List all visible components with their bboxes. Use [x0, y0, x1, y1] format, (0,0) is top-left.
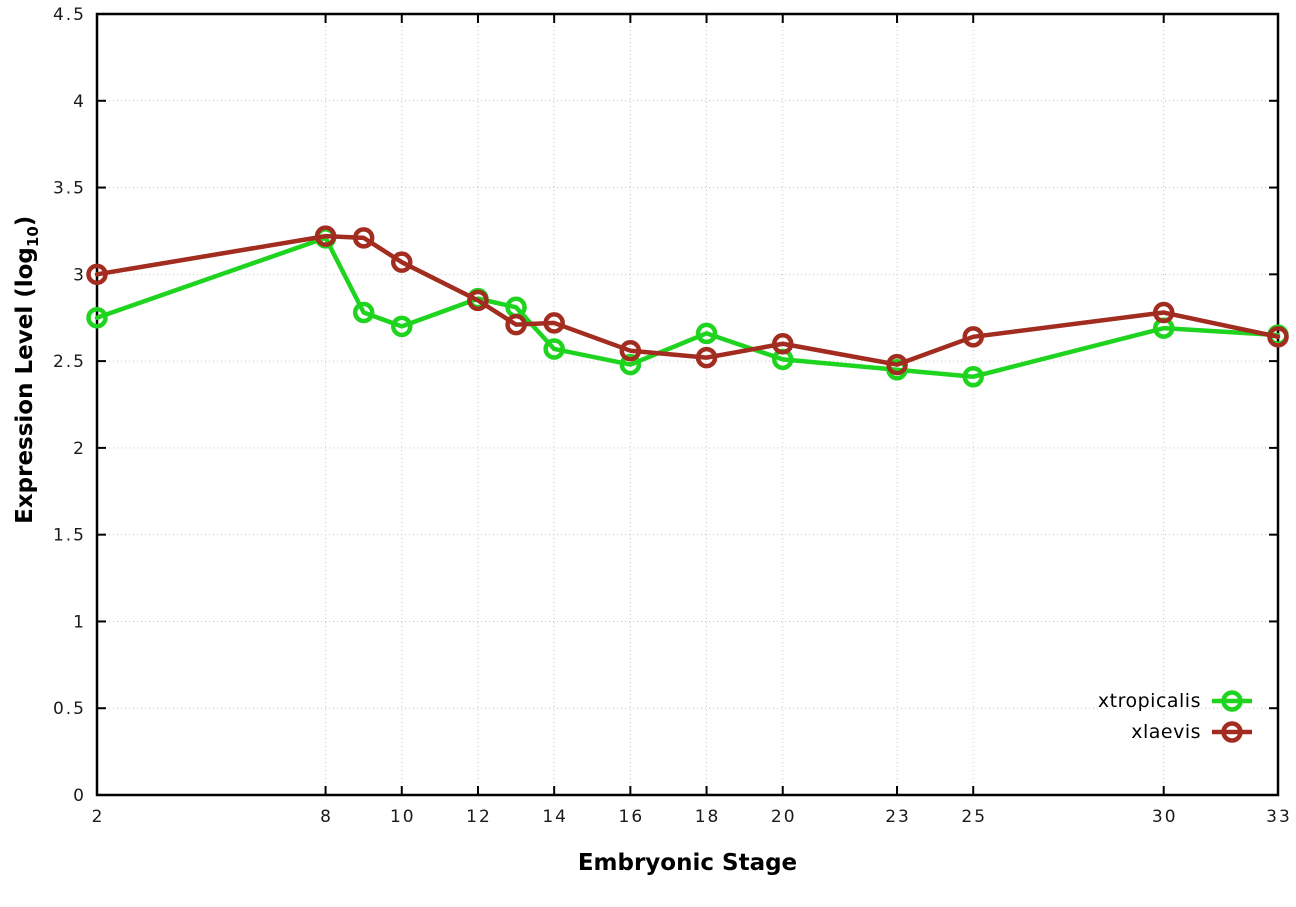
x-tick-label: 25: [961, 807, 987, 827]
legend-label-xlaevis: xlaevis: [1131, 720, 1201, 743]
x-tick-label: 30: [1152, 807, 1178, 827]
x-tick-label: 2: [92, 807, 105, 827]
data-point-xlaevis-stage-20: [771, 333, 794, 355]
tick-labels: 2 8 10 12 14 16 18 20 23 25 30 33 0 0.5 1 1.5 2 2.5 3 3.5 4 4…: [53, 5, 1292, 827]
y-tick-label: 4: [73, 92, 86, 112]
data-point-xtropicalis-stage-16: [619, 353, 642, 376]
series-xtropicalis: [86, 227, 1289, 388]
data-point-xtropicalis-stage-18: [695, 322, 718, 345]
legend-item-xlaevis: xlaevis: [1098, 717, 1253, 746]
data-point-xlaevis-stage-8: [314, 225, 337, 247]
legend-label-xtropicalis: xtropicalis: [1097, 689, 1201, 712]
y-tick-label: 3.5: [53, 179, 86, 199]
data-point-xlaevis-stage-12: [467, 289, 489, 312]
x-tick-label: 20: [771, 807, 797, 827]
plot-border: [95, 12, 1280, 797]
data-point-xlaevis-stage-23: [886, 353, 908, 376]
data-point-xlaevis-stage-13: [505, 313, 527, 336]
y-tick-label: 3: [73, 265, 86, 285]
data-point-xlaevis-stage-10: [391, 251, 413, 273]
y-tick-label: 1.5: [53, 526, 86, 546]
y-axis-title-text: Expression Level (log: [12, 247, 39, 524]
data-point-xtropicalis-stage-10: [391, 315, 413, 338]
data-point-xlaevis-stage-9: [352, 227, 375, 249]
y-tick-label: 0.5: [53, 699, 86, 719]
y-tick-label: 2.5: [53, 352, 86, 372]
x-tick-label: 14: [542, 807, 568, 827]
y-tick-label: 2: [73, 439, 86, 459]
x-tick-label: 12: [466, 807, 492, 827]
y-tick-label: 1: [73, 612, 86, 632]
x-tick-label: 23: [885, 807, 911, 827]
data-point-xlaevis-stage-2: [86, 263, 108, 286]
y-axis-title-subscript: 10: [23, 226, 42, 248]
data-point-xtropicalis-stage-2: [86, 306, 108, 329]
legend-item-xtropicalis: xtropicalis: [1098, 686, 1253, 715]
data-point-xlaevis-stage-30: [1152, 301, 1175, 324]
data-point-xtropicalis-stage-9: [352, 301, 375, 324]
y-tick-label: 0: [73, 786, 86, 806]
series-xlaevis: [86, 225, 1289, 376]
data-point-xtropicalis-stage-25: [962, 365, 984, 388]
y-tick-label: 4.5: [53, 5, 86, 25]
x-tick-label: 18: [695, 807, 721, 827]
x-tick-label: 16: [619, 807, 645, 827]
tick-marks: [96, 13, 1279, 796]
data-point-xlaevis-stage-16: [619, 339, 642, 362]
legend: xtropicalis xlaevis: [1098, 686, 1253, 746]
x-axis-title: Embryonic Stage: [577, 850, 798, 876]
data-point-xtropicalis-stage-14: [543, 338, 565, 360]
legend-marker-xtropicalis-icon: [1212, 689, 1252, 712]
x-tick-label: 8: [320, 807, 333, 827]
legend-marker-xlaevis-icon: [1212, 720, 1252, 743]
gridlines: [97, 14, 1278, 795]
x-tick-label: 10: [390, 807, 416, 827]
y-axis-title: Expression Level (log10): [12, 120, 42, 620]
data-point-xlaevis-stage-18: [695, 346, 718, 369]
y-axis-title-close: ): [12, 215, 39, 227]
x-tick-label: 33: [1266, 807, 1292, 827]
data-point-xlaevis-stage-14: [543, 312, 565, 334]
data-point-xlaevis-stage-33: [1267, 326, 1289, 348]
data-point-xlaevis-stage-25: [962, 326, 984, 348]
